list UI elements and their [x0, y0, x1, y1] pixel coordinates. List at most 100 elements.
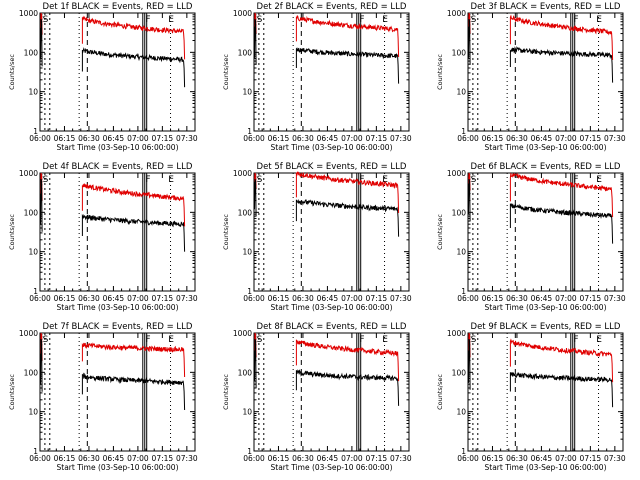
y-tick-label: 1 [247, 447, 252, 456]
y-tick-label: 1 [461, 447, 466, 456]
x-tick-label: 07:30 [604, 454, 626, 463]
lld-series-line [295, 339, 400, 382]
y-axis-label: Counts/sec [8, 374, 16, 410]
x-tick-label: 06:00 [457, 454, 479, 463]
x-tick-label: 06:45 [531, 294, 553, 303]
x-tick-label: 06:45 [317, 454, 339, 463]
x-tick-label: 06:00 [29, 134, 51, 143]
plot-frame [39, 172, 196, 292]
x-tick-label: 06:30 [506, 294, 528, 303]
spike-trace [468, 178, 471, 222]
x-tick-label: 06:00 [243, 294, 265, 303]
event-marker: S [471, 335, 477, 345]
x-tick-label: 07:00 [341, 294, 363, 303]
x-tick-label: 07:15 [152, 134, 174, 143]
x-axis-label: Start Time (03-Sep-10 06:00:00) [57, 463, 179, 472]
events-series-line [509, 203, 614, 244]
y-tick-label: 1000 [233, 9, 252, 18]
y-tick-label: 1000 [447, 9, 466, 18]
spike-trace [40, 338, 43, 392]
lld-series-line [295, 15, 400, 58]
panel-title: Det 5f BLACK = Events, RED = LLD [257, 162, 407, 172]
detector-panel: Det 3f BLACK = Events, RED = LLD Counts/s… [436, 2, 626, 152]
panel-title: Det 1f BLACK = Events, RED = LLD [43, 2, 193, 12]
x-tick-label: 07:30 [176, 134, 198, 143]
x-tick-label: 06:30 [78, 454, 100, 463]
spike-trace [40, 18, 43, 67]
x-tick-label: 06:15 [482, 454, 504, 463]
x-tick-label: 07:15 [152, 294, 174, 303]
events-series-line [295, 198, 400, 237]
event-marker: F [145, 15, 150, 25]
panel-title: Det 3f BLACK = Events, RED = LLD [471, 2, 621, 12]
x-tick-label: 06:00 [457, 294, 479, 303]
y-tick-label: 1000 [447, 329, 466, 338]
spike-trace [254, 18, 257, 65]
x-tick-label: 06:00 [29, 454, 51, 463]
x-tick-label: 06:30 [78, 134, 100, 143]
detector-panel: Det 8f BLACK = Events, RED = LLD Counts/s… [222, 322, 412, 472]
lld-series-line [81, 342, 186, 378]
event-marker: S [43, 15, 49, 25]
panel-title: Det 2f BLACK = Events, RED = LLD [257, 2, 407, 12]
y-axis-label: Counts/sec [436, 54, 444, 90]
x-tick-label: 06:15 [268, 454, 290, 463]
detector-panel: Det 4f BLACK = Events, RED = LLD Counts/s… [8, 162, 198, 312]
y-tick-label: 10 [456, 88, 466, 97]
plot-frame [39, 332, 196, 452]
event-marker: S [257, 175, 263, 185]
x-axis-label: Start Time (03-Sep-10 06:00:00) [57, 143, 179, 152]
events-series-line [81, 213, 186, 252]
x-tick-label: 06:15 [268, 134, 290, 143]
x-tick-label: 07:30 [604, 294, 626, 303]
y-tick-label: 1000 [19, 9, 38, 18]
x-tick-label: 07:15 [580, 294, 602, 303]
lld-series-line [295, 171, 400, 214]
x-tick-label: 06:00 [243, 454, 265, 463]
y-tick-label: 1000 [19, 329, 38, 338]
x-tick-label: 07:00 [555, 134, 577, 143]
event-marker: S [43, 335, 49, 345]
x-axis-label: Start Time (03-Sep-10 06:00:00) [271, 143, 393, 152]
x-tick-label: 06:45 [103, 134, 125, 143]
event-marker: S [43, 175, 49, 185]
y-tick-label: 10 [28, 408, 38, 417]
x-tick-label: 07:15 [152, 454, 174, 463]
event-marker: E [596, 335, 602, 345]
plot-frame [253, 172, 410, 292]
spike-trace [40, 178, 43, 232]
x-tick-label: 07:00 [341, 454, 363, 463]
event-marker: E [382, 15, 388, 25]
y-tick-label: 100 [452, 208, 467, 217]
x-tick-label: 06:15 [482, 134, 504, 143]
x-tick-label: 07:30 [176, 454, 198, 463]
event-marker: S [471, 15, 477, 25]
x-tick-label: 07:00 [341, 134, 363, 143]
x-tick-label: 07:15 [366, 134, 388, 143]
spike-trace [254, 338, 257, 389]
x-tick-label: 06:45 [531, 134, 553, 143]
x-tick-label: 06:30 [292, 294, 314, 303]
x-tick-label: 07:00 [555, 294, 577, 303]
event-marker: E [168, 175, 174, 185]
plot-frame [467, 332, 624, 452]
y-tick-label: 1 [33, 127, 38, 136]
lld-series-line [81, 183, 186, 227]
spike-trace [468, 18, 471, 65]
x-tick-label: 06:30 [506, 454, 528, 463]
y-tick-label: 10 [456, 408, 466, 417]
event-marker: E [596, 175, 602, 185]
x-tick-label: 06:00 [243, 134, 265, 143]
x-tick-label: 06:15 [54, 454, 76, 463]
x-tick-label: 06:45 [317, 134, 339, 143]
x-tick-label: 06:15 [54, 134, 76, 143]
y-tick-label: 100 [238, 208, 253, 217]
x-tick-label: 07:30 [176, 294, 198, 303]
y-tick-label: 10 [28, 248, 38, 257]
y-tick-label: 100 [24, 48, 39, 57]
spike-trace [254, 178, 257, 217]
event-marker: E [382, 175, 388, 185]
y-tick-label: 1 [247, 287, 252, 296]
panel-title: Det 6f BLACK = Events, RED = LLD [471, 162, 621, 172]
detector-panel: Det 7f BLACK = Events, RED = LLD Counts/s… [8, 322, 198, 472]
